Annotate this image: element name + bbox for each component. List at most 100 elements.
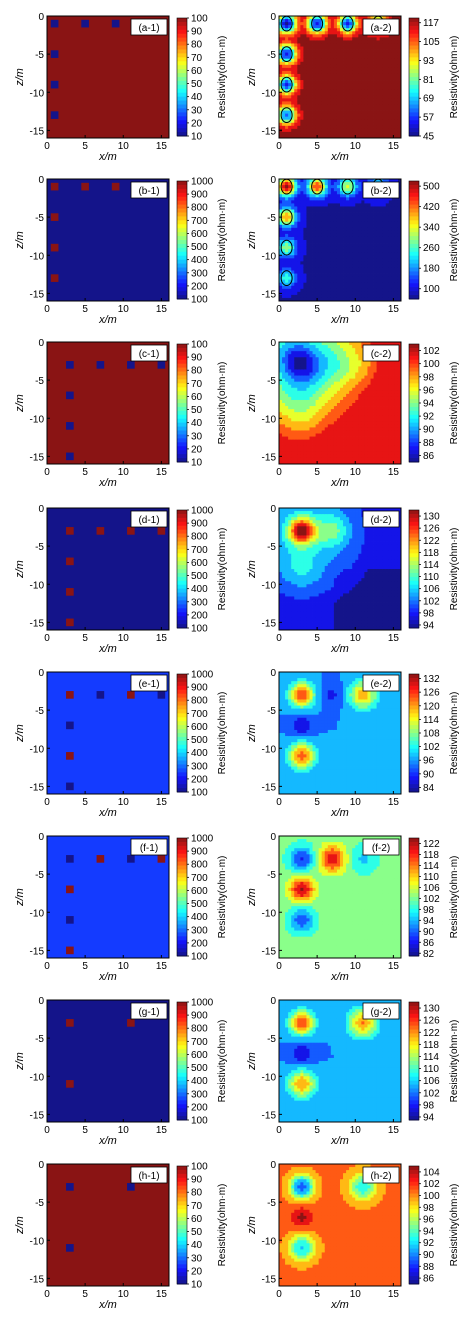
field-cell xyxy=(282,49,286,53)
field-cell xyxy=(294,233,298,238)
field-cell xyxy=(291,285,295,290)
field-cell xyxy=(309,457,313,462)
field-cell xyxy=(324,206,329,210)
field-cell xyxy=(385,64,390,69)
field-cell xyxy=(355,445,359,450)
field-cell xyxy=(294,264,298,268)
field-cell xyxy=(355,218,359,223)
field-cell xyxy=(324,227,329,232)
field-cell xyxy=(355,101,359,105)
colorbar-swatch xyxy=(177,367,187,373)
field-cell xyxy=(346,403,350,407)
field-cell xyxy=(279,209,283,213)
field-cell xyxy=(297,351,301,355)
field-cell xyxy=(346,236,350,241)
field-cell xyxy=(394,282,399,287)
colorbar-swatch xyxy=(177,29,187,35)
field-cell xyxy=(370,240,374,244)
field-cell xyxy=(318,249,323,253)
field-cell xyxy=(370,215,374,220)
field-cell xyxy=(315,227,320,232)
field-cell xyxy=(373,363,377,367)
field-cell xyxy=(321,445,326,450)
field-cell xyxy=(346,264,350,268)
field-cell xyxy=(397,182,402,186)
field-cell xyxy=(279,348,283,352)
field-cell xyxy=(300,240,304,244)
field-cell xyxy=(349,95,353,99)
field-cell xyxy=(294,19,298,23)
field-cell xyxy=(333,384,338,389)
field-cell xyxy=(324,363,329,367)
field-cell xyxy=(394,270,399,274)
field-cell xyxy=(303,107,307,111)
field-cell xyxy=(309,279,313,284)
field-cell xyxy=(282,415,286,419)
colorbar-swatch xyxy=(177,204,187,210)
field-cell xyxy=(367,61,371,66)
field-cell xyxy=(355,43,359,47)
field-cell xyxy=(312,445,316,450)
field-cell xyxy=(312,203,316,207)
field-cell xyxy=(288,427,292,431)
field-cell xyxy=(282,285,286,290)
field-cell xyxy=(312,243,316,247)
plot-frame xyxy=(46,178,170,302)
field-cell xyxy=(340,40,344,44)
field-cell xyxy=(285,430,289,434)
field-cell xyxy=(285,369,289,373)
field-cell xyxy=(294,203,298,207)
field-cell xyxy=(346,279,350,284)
colorbar-tick-label: 300 xyxy=(191,268,208,279)
field-cell xyxy=(282,384,286,389)
field-cell xyxy=(291,366,295,370)
field-cell xyxy=(300,267,304,271)
field-cell xyxy=(333,399,338,404)
field-cell xyxy=(358,282,362,287)
field-cell xyxy=(343,285,347,290)
field-cell xyxy=(315,215,320,220)
field-cell xyxy=(324,80,329,84)
field-cell xyxy=(324,46,329,50)
field-cell xyxy=(315,224,320,229)
field-cell xyxy=(370,46,374,50)
field-cell xyxy=(370,460,374,465)
field-cell xyxy=(318,83,323,87)
field-cell xyxy=(312,442,316,447)
field-cell xyxy=(388,70,393,75)
field-cell xyxy=(336,424,341,428)
field-cell xyxy=(303,442,307,447)
field-cell xyxy=(333,345,338,349)
field-cell xyxy=(297,77,301,81)
field-cell xyxy=(309,375,313,379)
field-cell xyxy=(309,255,313,259)
field-cell xyxy=(318,270,323,274)
field-cell xyxy=(364,77,368,81)
field-cell xyxy=(358,360,362,364)
field-cell xyxy=(279,249,283,253)
field-cell xyxy=(279,64,283,69)
field-cell xyxy=(279,37,283,41)
field-cell xyxy=(303,396,307,401)
field-cell xyxy=(336,375,341,379)
field-cell xyxy=(324,37,329,41)
field-cell xyxy=(309,372,313,376)
field-cell xyxy=(352,107,356,111)
field-cell xyxy=(318,188,323,192)
field-cell xyxy=(300,436,304,440)
field-cell xyxy=(306,233,310,238)
field-cell xyxy=(382,80,387,84)
field-cell xyxy=(330,70,335,75)
field-cell xyxy=(397,209,402,213)
colorbar-swatch xyxy=(409,104,419,109)
field-cell xyxy=(330,378,335,383)
field-cell xyxy=(303,34,307,38)
field-cell xyxy=(355,131,359,136)
field-cell xyxy=(294,77,298,81)
field-cell xyxy=(346,104,350,108)
field-cell xyxy=(361,390,365,395)
field-cell xyxy=(367,125,371,130)
field-cell xyxy=(336,86,341,90)
field-cell xyxy=(327,107,332,111)
field-cell xyxy=(327,403,332,407)
